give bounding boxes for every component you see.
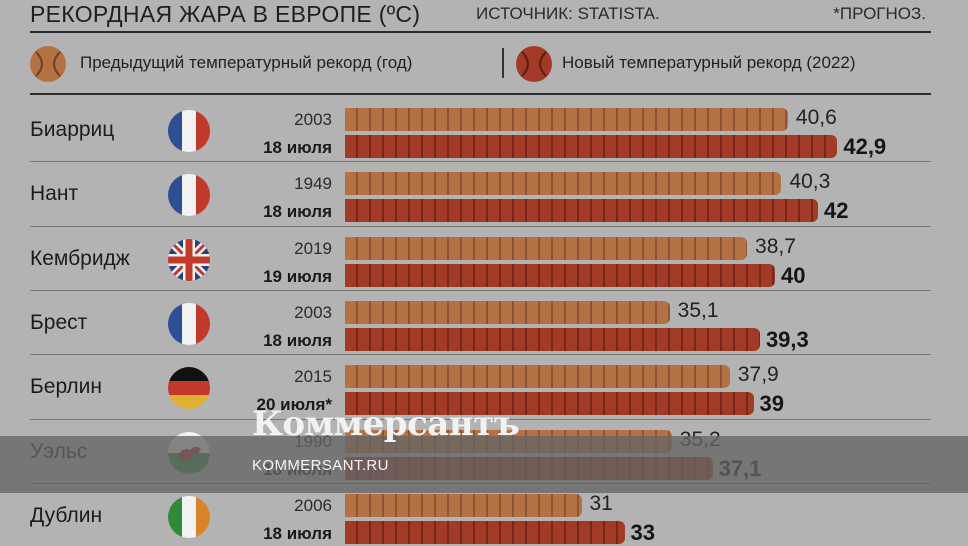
previous-record-value: 38,7: [755, 234, 796, 258]
previous-record-value: 31: [589, 491, 613, 515]
new-record-date: 18 июля: [263, 330, 332, 350]
previous-record-year: 2006: [294, 495, 332, 515]
previous-record-year: 2003: [294, 110, 332, 129]
new-record-bar: [345, 327, 760, 351]
watermark-band: [0, 436, 968, 493]
new-record-bar: [345, 263, 775, 287]
previous-record-year: 2003: [294, 302, 332, 322]
legend-divider: [30, 93, 931, 95]
previous-record-bar: [345, 493, 582, 517]
previous-record-ball-icon: [30, 46, 66, 82]
ireland-flag-icon: [168, 495, 210, 538]
france-flag-icon: [168, 174, 210, 217]
previous-record-value: 40,3: [789, 170, 831, 194]
legend-previous-label: Предыдущий температурный рекорд (год): [80, 53, 413, 72]
city-label: Берлин: [30, 375, 103, 399]
previous-record-value: 35,1: [677, 298, 719, 322]
row-divider: [30, 418, 931, 420]
new-record-date: 18 июля: [263, 523, 332, 543]
previous-record-year: 1949: [294, 174, 332, 194]
new-record-date: 20 июля*: [256, 395, 332, 415]
new-record-value: 42: [824, 198, 849, 224]
row-divider: [30, 289, 931, 291]
previous-record-bar: [345, 300, 670, 324]
new-record-bar: [345, 199, 818, 223]
previous-record-value: 37,9: [737, 363, 779, 387]
new-record-ball-icon: [516, 46, 552, 82]
new-record-value: 42,9: [843, 134, 887, 159]
new-record-value: 39,3: [765, 326, 809, 352]
france-flag-icon: [168, 302, 210, 345]
chart-title: РЕКОРДНАЯ ЖАРА В ЕВРОПЕ (ºC): [30, 1, 421, 27]
row-divider: [30, 354, 931, 356]
city-label: Кембридж: [30, 246, 130, 270]
new-record-bar: [345, 135, 838, 158]
new-record-date: 18 июля: [263, 138, 332, 157]
new-record-value: 40: [781, 262, 806, 288]
new-record-date: 18 июля: [263, 202, 332, 222]
previous-record-bar: [345, 236, 748, 260]
legend-separator: [502, 48, 504, 78]
france-flag-icon: [168, 110, 210, 152]
city-label: Брест: [30, 310, 88, 334]
city-label: Биарриц: [30, 118, 115, 141]
header: РЕКОРДНАЯ ЖАРА В ЕВРОПЕ (ºC) ИСТОЧНИК: S…: [0, 0, 968, 30]
new-record-value: 39: [759, 391, 784, 417]
city-label: Дублин: [30, 503, 103, 527]
new-record-bar: [345, 392, 754, 416]
previous-record-value: 40,6: [795, 106, 837, 129]
new-record-date: 19 июля: [263, 266, 332, 286]
legend-new-label: Новый температурный рекорд (2022): [562, 53, 856, 72]
header-divider: [30, 31, 931, 33]
row-divider: [30, 225, 931, 227]
watermark-url: KOMMERSANT.RU: [252, 457, 389, 474]
source-note: ИСТОЧНИК: STATISTA.: [476, 4, 660, 23]
previous-record-bar: [345, 365, 730, 389]
previous-record-bar: [345, 172, 782, 196]
previous-record-year: 2019: [294, 238, 332, 258]
row-divider: [30, 161, 931, 163]
uk-flag-icon: [168, 238, 210, 281]
previous-record-year: 2015: [294, 367, 332, 387]
germany-flag-icon: [168, 367, 210, 410]
watermark-logo: Коммерсантъ: [252, 404, 520, 444]
legend: Предыдущий температурный рекорд (год) Но…: [30, 44, 931, 88]
new-record-bar: [345, 520, 625, 544]
forecast-note: *ПРОГНОЗ.: [833, 4, 926, 23]
previous-record-bar: [345, 108, 788, 131]
new-record-value: 33: [630, 519, 655, 545]
city-label: Нант: [30, 182, 79, 206]
